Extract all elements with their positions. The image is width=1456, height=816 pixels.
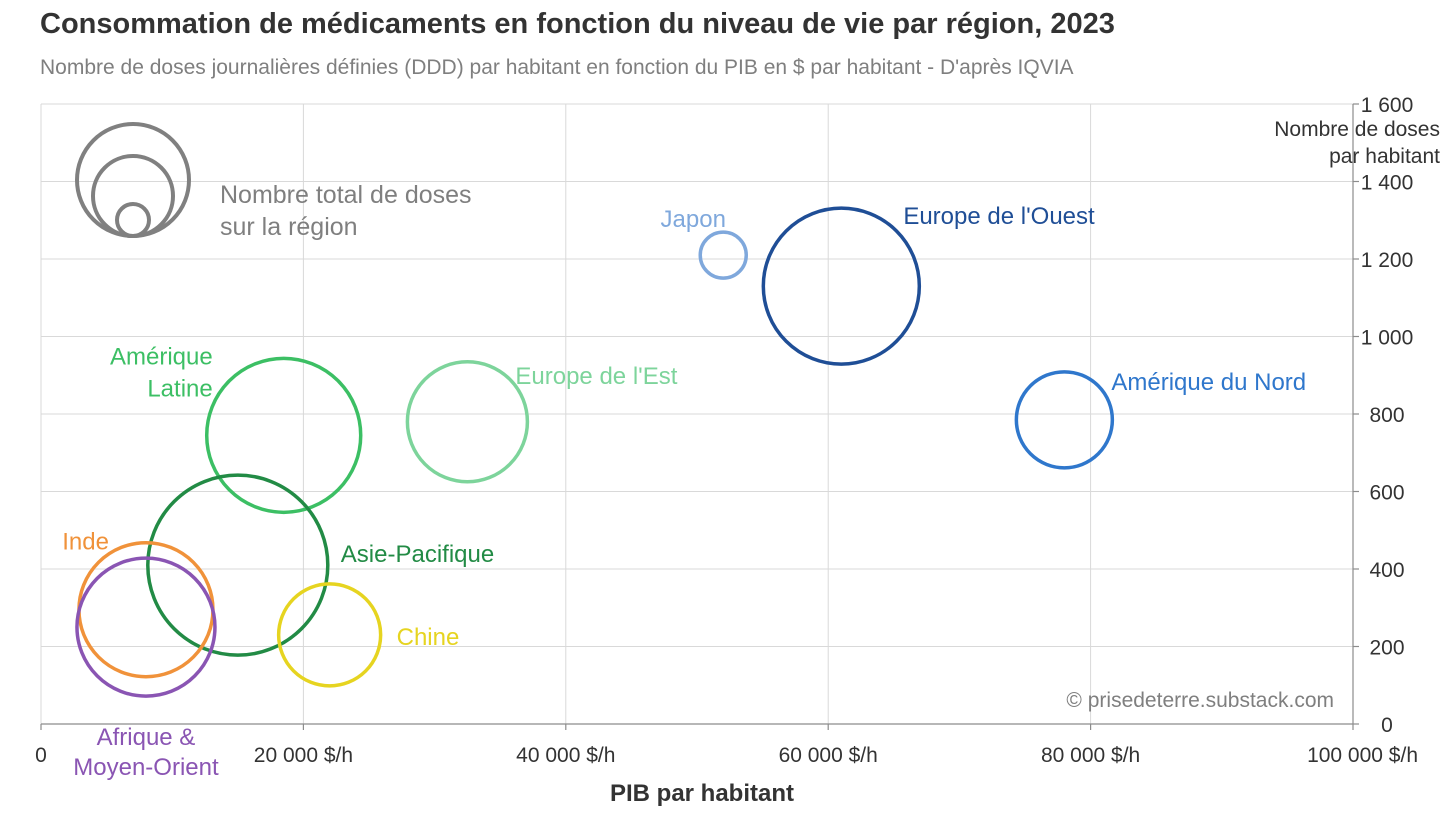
bubble-label-europe-de-l-est: Europe de l'Est	[515, 363, 677, 390]
source-note: © prisedeterre.substack.com	[1066, 689, 1334, 712]
x-tick-label: 60 000 $/h	[779, 744, 878, 767]
bubble-label-europe-de-l-ouest: Europe de l'Ouest	[903, 203, 1095, 230]
bubble-europe-de-l-est	[405, 360, 530, 484]
y-axis-title: Nombre de doses	[1274, 118, 1440, 141]
bubble-label-afrique-moyen-orient: Moyen-Orient	[73, 754, 219, 781]
bubble-label-asie-pacifique: Asie-Pacifique	[341, 541, 494, 568]
chart-title: Consommation de médicaments en fonction …	[40, 8, 1115, 40]
bubble-label-amerique-latine: Amérique	[110, 343, 213, 370]
y-tick-label: 1 200	[1361, 249, 1414, 272]
bubble-europe-de-l-ouest	[761, 206, 922, 366]
y-tick-label: 600	[1369, 482, 1404, 505]
size-legend-label: sur la région	[220, 213, 358, 241]
bubble-chine	[276, 582, 383, 688]
y-tick-label: 800	[1369, 404, 1404, 427]
size-legend-label: Nombre total de doses	[220, 181, 472, 209]
y-tick-label: 1 400	[1361, 172, 1414, 195]
y-tick-label: 200	[1369, 637, 1404, 660]
y-tick-label: 1 000	[1361, 327, 1414, 350]
grid-lines	[40, 103, 1353, 724]
y-tick-label: 1 600	[1361, 94, 1414, 117]
size-legend-circle	[91, 154, 175, 238]
bubble-label-amerique-du-nord: Amérique du Nord	[1111, 369, 1306, 396]
x-tick-label: 100 000 $/h	[1307, 744, 1418, 767]
size-legend-circle	[75, 122, 191, 238]
size-legend-circle	[115, 202, 151, 238]
bubble-label-japon: Japon	[661, 206, 726, 233]
bubble-inde	[77, 540, 215, 679]
bubbles	[75, 206, 1115, 698]
y-tick-label: 0	[1381, 714, 1393, 737]
bubble-amerique-latine	[204, 356, 363, 515]
chart-subtitle: Nombre de doses journalières définies (D…	[40, 56, 1074, 79]
size-legend: Nombre total de doses sur la région	[75, 122, 472, 241]
y-axis-title: par habitant	[1329, 145, 1440, 168]
bubble-label-inde: Inde	[62, 529, 109, 556]
x-axis-title: PIB par habitant	[610, 780, 794, 807]
x-tick-label: 40 000 $/h	[516, 744, 615, 767]
x-tick-label: 80 000 $/h	[1041, 744, 1140, 767]
bubble-label-afrique-moyen-orient: Afrique &	[97, 724, 196, 751]
bubble-label-amerique-latine: Latine	[147, 375, 212, 402]
bubble-amerique-du-nord	[1014, 370, 1115, 470]
y-tick-label: 400	[1369, 559, 1404, 582]
bubble-afrique-moyen-orient	[75, 556, 217, 698]
bubble-labels: Japon Europe de l'Ouest Amérique du Nord Eu…	[62, 203, 1306, 781]
x-tick-label: 20 000 $/h	[254, 744, 353, 767]
axes: 0 200 400 600 800 1 000 1 200 1 400 1 600 0 20 000…	[35, 94, 1440, 767]
bubble-label-chine: Chine	[397, 624, 460, 651]
x-tick-label: 0	[35, 744, 47, 767]
bubble-asie-pacifique	[146, 473, 330, 657]
bubble-japon	[698, 230, 748, 280]
